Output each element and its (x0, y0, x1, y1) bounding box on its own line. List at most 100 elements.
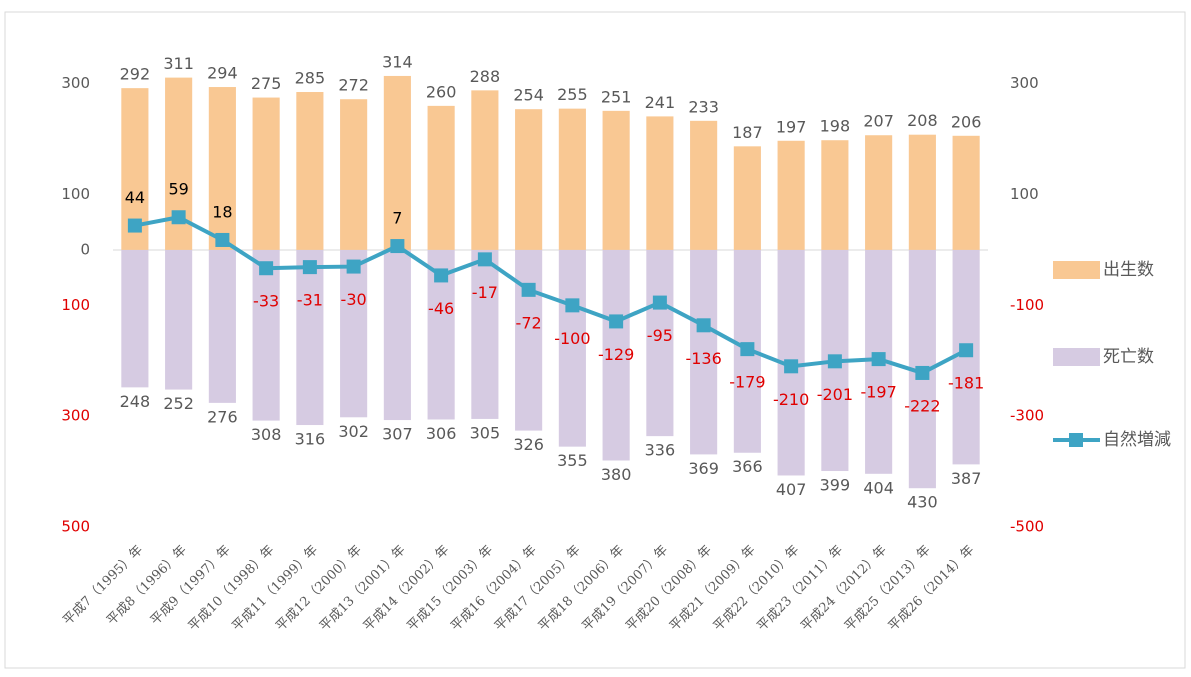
data-label: 18 (212, 202, 232, 221)
chart-border (4, 11, 1186, 669)
bar (296, 249, 324, 426)
data-label: -100 (554, 329, 590, 348)
data-label: -210 (773, 390, 809, 409)
data-label: 254 (513, 86, 544, 105)
y2-tick-label: -100 (1010, 296, 1044, 314)
line-marker (171, 210, 186, 225)
data-label: 314 (382, 52, 413, 71)
data-label: -129 (598, 345, 634, 364)
legend-label: 死亡数 (1103, 347, 1154, 367)
data-label: 285 (295, 69, 326, 88)
data-label: -95 (647, 326, 673, 345)
line-marker (259, 261, 274, 276)
data-label: 260 (426, 82, 457, 101)
data-label: 207 (863, 112, 894, 131)
data-label: 288 (470, 67, 501, 86)
data-label: 44 (125, 188, 145, 207)
bar (690, 249, 718, 455)
data-label: 59 (168, 180, 188, 199)
legend-swatch (1069, 433, 1083, 447)
line-marker (652, 295, 667, 310)
data-label: 276 (207, 407, 238, 426)
data-label: 294 (207, 64, 238, 83)
line-marker (521, 282, 536, 297)
data-label: 248 (120, 392, 151, 411)
data-label: 197 (776, 117, 807, 136)
legend-swatch (1053, 348, 1100, 366)
data-label: 308 (251, 425, 282, 444)
line-marker (740, 342, 755, 357)
line-marker (696, 318, 711, 333)
data-label: 366 (732, 457, 763, 476)
y2-tick-label: -300 (1010, 407, 1044, 425)
y2-tick-label: -500 (1010, 518, 1044, 536)
line-marker (390, 239, 405, 254)
line-marker (477, 252, 492, 267)
data-label: 387 (951, 469, 982, 488)
data-label: 255 (557, 85, 588, 104)
line-marker (127, 218, 142, 233)
bar (165, 249, 193, 390)
x-tick-label: 平成9（1997）年 (148, 543, 234, 629)
data-label: 326 (513, 435, 544, 454)
data-label: 407 (776, 480, 807, 499)
data-label: 302 (338, 422, 369, 441)
bar (208, 249, 236, 403)
bar (383, 75, 411, 250)
data-label: -31 (297, 291, 323, 310)
bar (471, 249, 499, 419)
legend-label: 出生数 (1103, 260, 1154, 280)
legend-swatch (1053, 261, 1100, 279)
data-label: -30 (341, 290, 367, 309)
data-label: 399 (820, 476, 851, 495)
bar (602, 110, 630, 250)
bar (558, 249, 586, 447)
data-label: -72 (516, 313, 542, 332)
bar (121, 249, 149, 388)
bar (208, 87, 236, 250)
data-label: -197 (860, 383, 896, 402)
data-label: 430 (907, 493, 938, 512)
line (134, 215, 968, 376)
bar (252, 249, 280, 421)
line-marker (302, 260, 317, 275)
y-tick-label: 100 (61, 296, 90, 314)
data-label: 292 (120, 65, 151, 84)
bar (558, 108, 586, 250)
y-tick-label: 300 (61, 74, 90, 92)
data-label: 275 (251, 74, 282, 93)
bar (340, 99, 368, 250)
data-label: 272 (338, 76, 369, 95)
data-label: 369 (688, 459, 719, 478)
y-tick-label: 500 (61, 518, 90, 536)
data-label: 241 (645, 93, 676, 112)
y-tick-label: 300 (61, 407, 90, 425)
line-marker (959, 343, 974, 358)
data-label: 187 (732, 123, 763, 142)
data-label: 208 (907, 111, 938, 130)
data-label: 336 (645, 441, 676, 460)
data-label: 355 (557, 451, 588, 470)
bar (646, 116, 674, 250)
bar (383, 249, 411, 421)
bar (952, 135, 980, 250)
bar (515, 109, 543, 250)
line-marker (784, 359, 799, 374)
data-label: -46 (428, 299, 454, 318)
data-label: 307 (382, 425, 413, 444)
data-label: -179 (729, 373, 765, 392)
data-label: 404 (863, 478, 894, 497)
data-label: -33 (253, 292, 279, 311)
bar (865, 135, 893, 250)
bar (427, 105, 455, 250)
line-marker (215, 232, 230, 247)
x-tick-label: 平成7（1995）年 (60, 543, 146, 629)
line-marker (346, 259, 361, 274)
bar (733, 146, 761, 250)
data-label: 311 (163, 54, 194, 73)
data-label: 198 (820, 117, 851, 136)
data-label: 233 (688, 97, 719, 116)
bar (252, 97, 280, 250)
data-label: -181 (948, 374, 984, 393)
legend-label: 自然増減 (1103, 430, 1171, 450)
